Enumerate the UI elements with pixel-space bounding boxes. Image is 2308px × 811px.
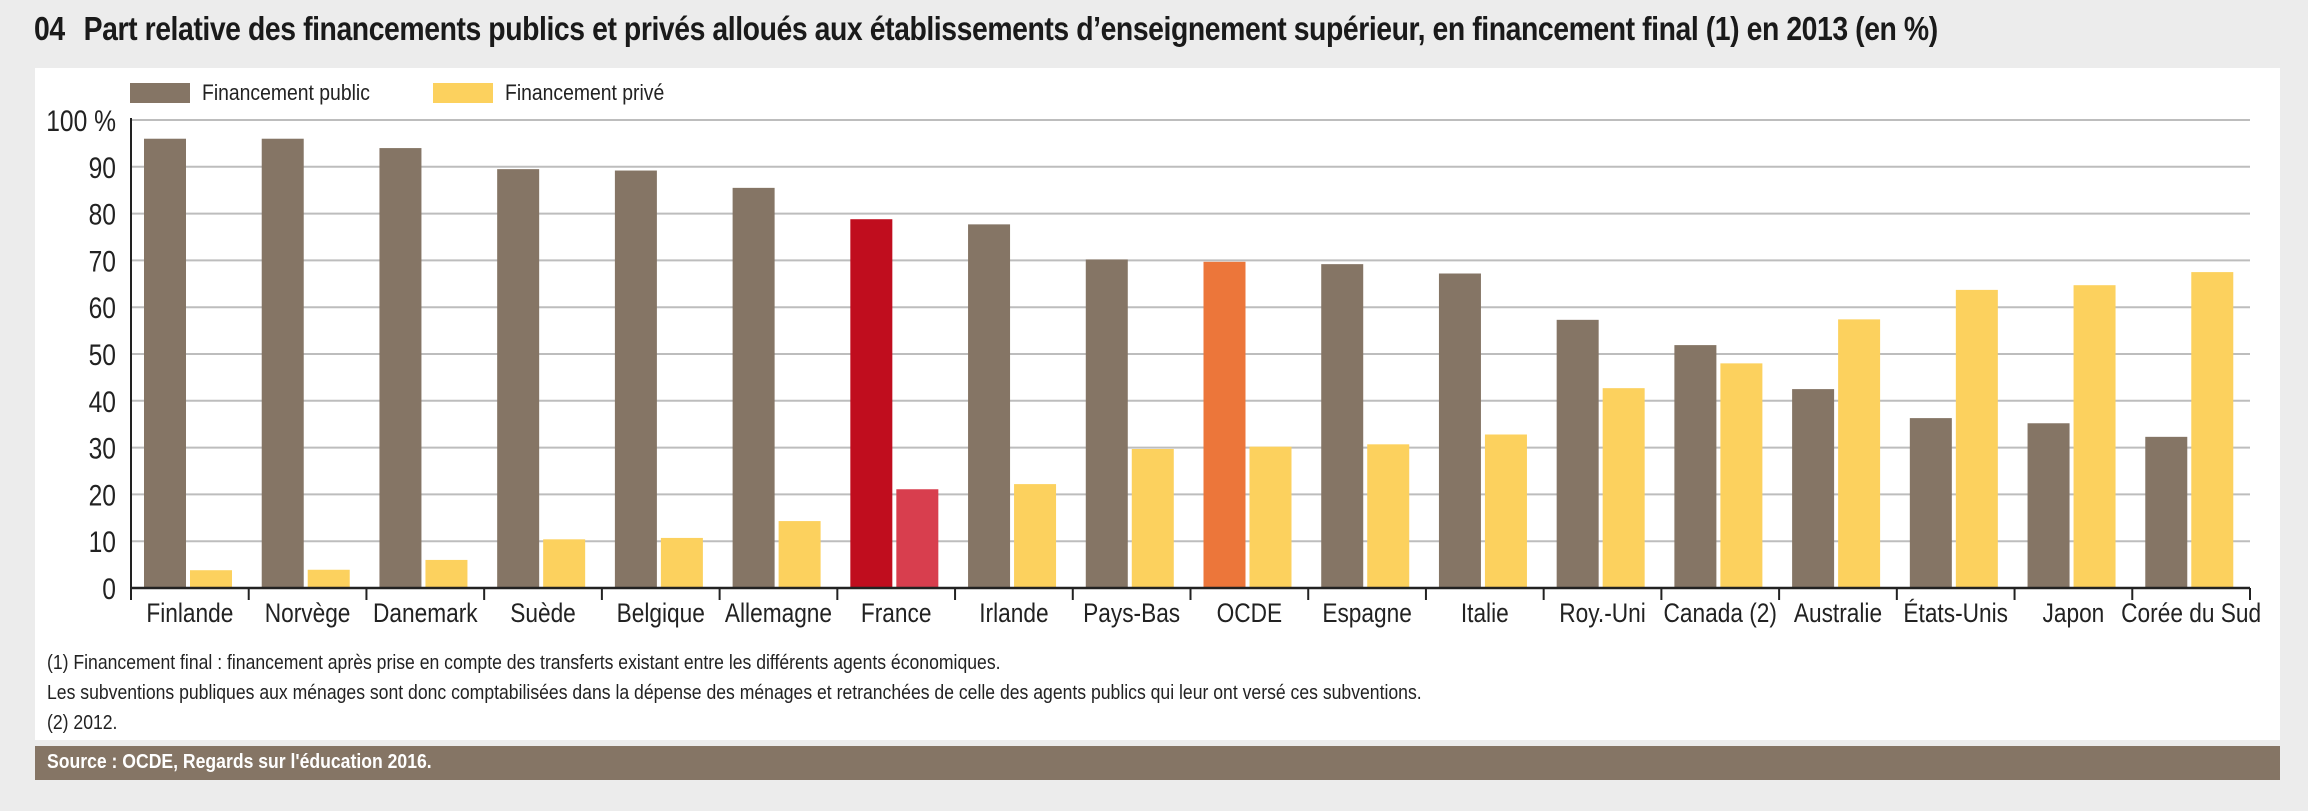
chart-title: 04 Part relative des financements publics… bbox=[34, 10, 1938, 48]
source-bar: Source : OCDE, Regards sur l'éducation 2… bbox=[35, 746, 2280, 780]
y-tick-label: 80 bbox=[89, 197, 116, 231]
x-tick-label: France bbox=[861, 598, 932, 628]
x-tick-label: Belgique bbox=[617, 598, 705, 628]
legend-swatch-private bbox=[432, 83, 493, 103]
bar-private-su-de bbox=[543, 539, 586, 588]
legend-swatch-public bbox=[130, 83, 190, 103]
bar-public-norv-ge bbox=[261, 138, 304, 588]
x-tick-label: Roy.-Uni bbox=[1559, 598, 1645, 628]
bar-private-italie bbox=[1484, 434, 1527, 588]
y-tick-label: 70 bbox=[89, 244, 116, 278]
y-tick-label: 40 bbox=[89, 384, 116, 418]
x-tick-label: Italie bbox=[1461, 598, 1509, 628]
bar-public-danemark bbox=[379, 148, 422, 588]
x-tick-label: Espagne bbox=[1322, 598, 1411, 628]
bar-private-japon bbox=[2073, 285, 2116, 588]
bar-private-belgique bbox=[660, 537, 703, 588]
chart-title-text: Part relative des financements publics e… bbox=[83, 10, 1939, 47]
bar-public-finlande bbox=[144, 138, 186, 588]
bar-private-danemark bbox=[425, 559, 468, 588]
y-tick-label: 0 bbox=[102, 572, 116, 606]
bar-private-norv-ge bbox=[307, 569, 350, 588]
x-tick-label: Japon bbox=[2043, 598, 2105, 628]
x-tick-label: États-Unis bbox=[1903, 597, 2008, 628]
bar-public-canada-2- bbox=[1674, 345, 1717, 588]
x-tick-label: Pays-Bas bbox=[1083, 598, 1180, 628]
bar-public-japon bbox=[2027, 423, 2070, 588]
legend-label-private: Financement privé bbox=[504, 80, 665, 105]
bar-public-espagne bbox=[1321, 264, 1364, 588]
bar-public-australie bbox=[1792, 389, 1835, 588]
footnote-2: (2) 2012. bbox=[47, 712, 118, 734]
x-tick-label: Corée du Sud bbox=[2121, 598, 2261, 628]
y-tick-label: 30 bbox=[89, 431, 116, 465]
bar-public-allemagne bbox=[732, 187, 775, 589]
x-tick-label: Norvège bbox=[265, 598, 351, 628]
legend: Financement public Financement privé bbox=[130, 80, 726, 106]
bar-private-pays-bas bbox=[1131, 449, 1174, 588]
bar-public-cor-e-du-sud bbox=[2145, 436, 2188, 588]
bar-private-cor-e-du-sud bbox=[2191, 272, 2234, 588]
x-tick-label: Allemagne bbox=[725, 598, 832, 628]
bar-public-ocde bbox=[1203, 261, 1246, 588]
bar-public-irlande bbox=[968, 224, 1011, 588]
bar-public--tats-unis bbox=[1909, 418, 1952, 588]
x-tick-label: Suède bbox=[510, 598, 576, 628]
x-tick-label: Danemark bbox=[373, 598, 478, 628]
y-tick-label: 50 bbox=[89, 338, 116, 372]
bar-public-belgique bbox=[614, 170, 657, 588]
y-tick-label: 90 bbox=[89, 150, 116, 184]
x-tick-label: Finlande bbox=[146, 598, 233, 628]
footnotes: (1) Financement final : financement aprè… bbox=[47, 648, 1422, 738]
y-tick-label: 60 bbox=[89, 291, 116, 325]
y-tick-label: 20 bbox=[89, 478, 116, 512]
footnote-1-continued: Les subventions publiques aux ménages so… bbox=[47, 682, 1422, 704]
bar-public-roy-uni bbox=[1556, 319, 1599, 588]
bar-private-espagne bbox=[1367, 444, 1410, 588]
legend-item-private: Financement privé bbox=[432, 80, 686, 106]
x-tick-label: Australie bbox=[1794, 598, 1882, 628]
bar-private-roy-uni bbox=[1602, 388, 1645, 588]
x-tick-label: Canada (2) bbox=[1664, 598, 1777, 628]
bar-private-canada-2- bbox=[1720, 363, 1763, 588]
x-tick-label: Irlande bbox=[979, 598, 1048, 628]
bar-public-italie bbox=[1438, 273, 1481, 588]
footnote-1: (1) Financement final : financement aprè… bbox=[47, 652, 1001, 674]
legend-item-public: Financement public bbox=[130, 80, 393, 106]
bar-public-su-de bbox=[497, 169, 540, 588]
bar-private--tats-unis bbox=[1955, 289, 1998, 588]
bar-public-france bbox=[850, 219, 893, 588]
source-text: Source : OCDE, Regards sur l'éducation 2… bbox=[47, 751, 432, 773]
bar-private-ocde bbox=[1249, 446, 1292, 588]
x-tick-label: OCDE bbox=[1217, 598, 1283, 628]
bar-public-pays-bas bbox=[1085, 259, 1128, 588]
bar-private-france bbox=[896, 489, 939, 588]
bar-private-irlande bbox=[1014, 484, 1057, 588]
bar-private-allemagne bbox=[778, 521, 821, 588]
y-tick-label: 100 % bbox=[46, 104, 116, 138]
chart-number: 04 bbox=[34, 10, 65, 47]
y-tick-label: 10 bbox=[89, 525, 116, 559]
legend-label-public: Financement public bbox=[202, 80, 370, 105]
bar-private-finlande bbox=[190, 570, 232, 588]
bar-private-australie bbox=[1838, 319, 1881, 588]
